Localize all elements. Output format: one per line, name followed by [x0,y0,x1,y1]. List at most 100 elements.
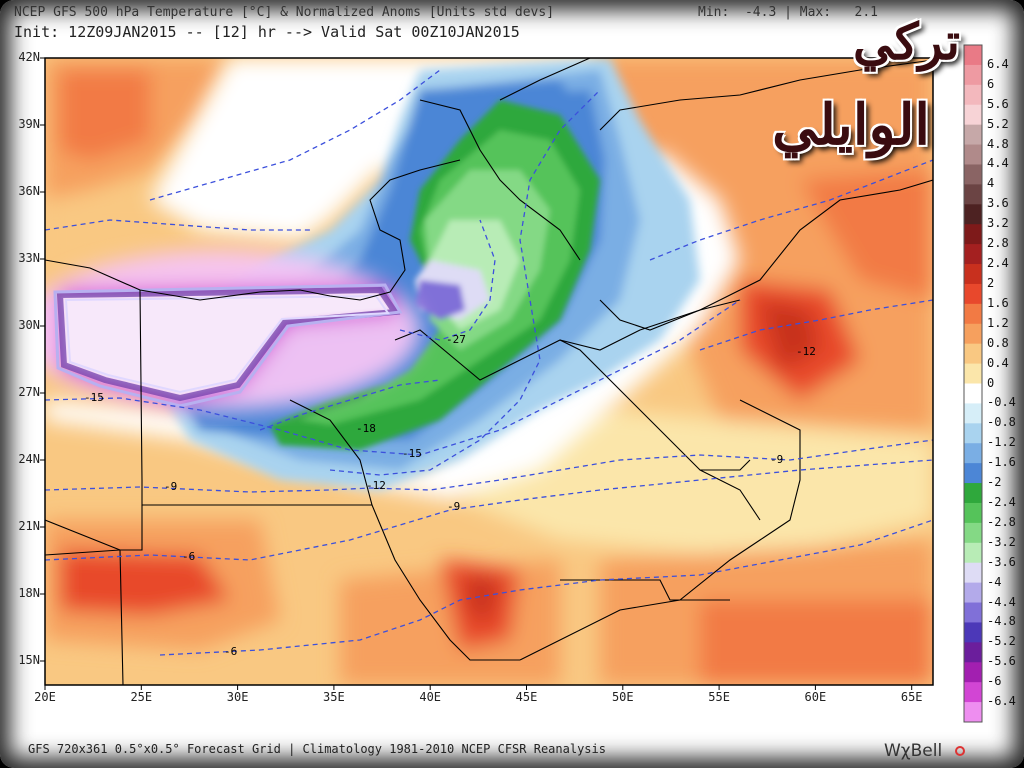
colorbar-label: -6.4 [987,694,1016,709]
colorbar-label: -2.4 [987,494,1016,509]
colorbar-swatch [964,164,982,185]
colorbar-swatch [964,383,982,404]
contour-label: -15 [84,391,104,404]
colorbar-swatch [964,303,982,325]
colorbar-label: 5.6 [987,96,1009,111]
colorbar-swatch [964,184,982,205]
colorbar-outline [963,44,983,723]
latitude-label: 24N [18,452,40,466]
colorbar [963,44,983,723]
colorbar-label: 5.2 [987,116,1009,131]
colorbar-label: 2 [987,275,995,290]
contour-label: -12 [796,345,816,358]
longitude-label: 45E [515,690,538,704]
longitude-label: 60E [804,690,827,704]
colorbar-label: 1.6 [987,295,1009,310]
latitude-label: 39N [18,117,40,131]
colorbar-label: -5.6 [987,654,1016,669]
colorbar-swatch [964,483,982,504]
colorbar-swatch [964,45,982,66]
colorbar-label: -1.2 [987,435,1016,450]
colorbar-swatch [964,502,982,524]
colorbar-label: -4.4 [987,594,1016,609]
colorbar-label: 2.8 [987,236,1009,251]
map-field [45,58,933,685]
colorbar-label: -3.2 [987,534,1016,549]
wxbell-logo-dot [955,746,965,756]
colorbar-label: 2.4 [987,256,1009,271]
colorbar-swatch [964,642,982,663]
colorbar-swatch [964,682,982,703]
latitude-label: 21N [18,519,40,533]
colorbar-swatch [964,403,982,424]
longitude-label: 50E [611,690,634,704]
colorbar-label: -2 [987,475,1002,490]
colorbar-label: 6 [987,76,995,91]
longitude-label: 40E [419,690,442,704]
longitude-label: 65E [900,690,923,704]
colorbar-label: 4 [987,176,995,191]
colorbar-swatch [964,204,982,225]
forecast-valid-time: Init: 12Z09JAN2015 -- [12] hr --> Valid … [14,23,520,41]
colorbar-swatch [964,343,982,365]
colorbar-label: -0.8 [987,415,1016,430]
contour-label: -6 [182,550,195,563]
longitude-label: 55E [708,690,730,704]
colorbar-swatch [964,104,982,126]
contour-label: -18 [356,422,376,435]
colorbar-label: 0.4 [987,355,1009,370]
arabic-watermark: تركي الوايلي [640,12,970,202]
latitude-label: 18N [18,586,40,600]
colorbar-label: -5.2 [987,634,1016,649]
colorbar-swatch [964,602,982,623]
colorbar-swatch [964,224,982,245]
contour-label: -9 [447,500,460,513]
colorbar-swatch [964,323,982,345]
colorbar-swatch [964,363,982,384]
longitude-label: 20E [34,690,56,704]
contour-label: -9 [770,453,783,466]
map-title: NCEP GFS 500 hPa Temperature [°C] & Norm… [14,5,555,20]
colorbar-swatch [964,463,982,484]
contour-label: -12 [366,479,386,492]
colorbar-label: 6.4 [987,56,1009,71]
contour-label: -15 [402,447,422,460]
watermark-line-2: الوايلي [772,92,930,158]
latitude-label: 27N [18,385,40,399]
colorbar-swatch [964,443,982,464]
colorbar-swatch [964,542,982,564]
colorbar-swatch [964,124,982,146]
min-max-readout: Min: -4.3 | Max: 2.1 [698,5,879,20]
colorbar-swatch [964,64,982,86]
colorbar-label: 4.4 [987,156,1009,171]
colorbar-label: -4.8 [987,614,1016,629]
latitude-label: 33N [18,251,40,265]
colorbar-label: -0.4 [987,395,1016,410]
wxbell-logo: WχBell [884,741,943,761]
colorbar-swatch [964,662,982,683]
colorbar-label: -6 [987,674,1002,689]
colorbar-label: 3.6 [987,196,1009,211]
colorbar-swatch [964,522,982,544]
grid-info-footer: GFS 720x361 0.5°x0.5° Forecast Grid | Cl… [28,742,606,756]
colorbar-swatch [964,622,982,643]
colorbar-label: 0 [987,375,995,390]
colorbar-label: 3.2 [987,216,1009,231]
contour-label: -27 [446,333,466,346]
colorbar-label: -4 [987,574,1002,589]
colorbar-swatch [964,423,982,444]
longitude-label: 30E [226,690,249,704]
colorbar-swatch [964,144,982,165]
longitude-label: 25E [130,690,153,704]
longitude-label: 35E [323,690,345,704]
latitude-label: 30N [18,318,40,332]
colorbar-swatch [964,84,982,106]
colorbar-label: 0.8 [987,335,1009,350]
latitude-label: 36N [18,184,40,198]
colorbar-swatch [964,244,982,265]
colorbar-label: -3.6 [987,554,1016,569]
colorbar-label: -1.6 [987,455,1016,470]
watermark-line-1: تركي [853,12,960,71]
